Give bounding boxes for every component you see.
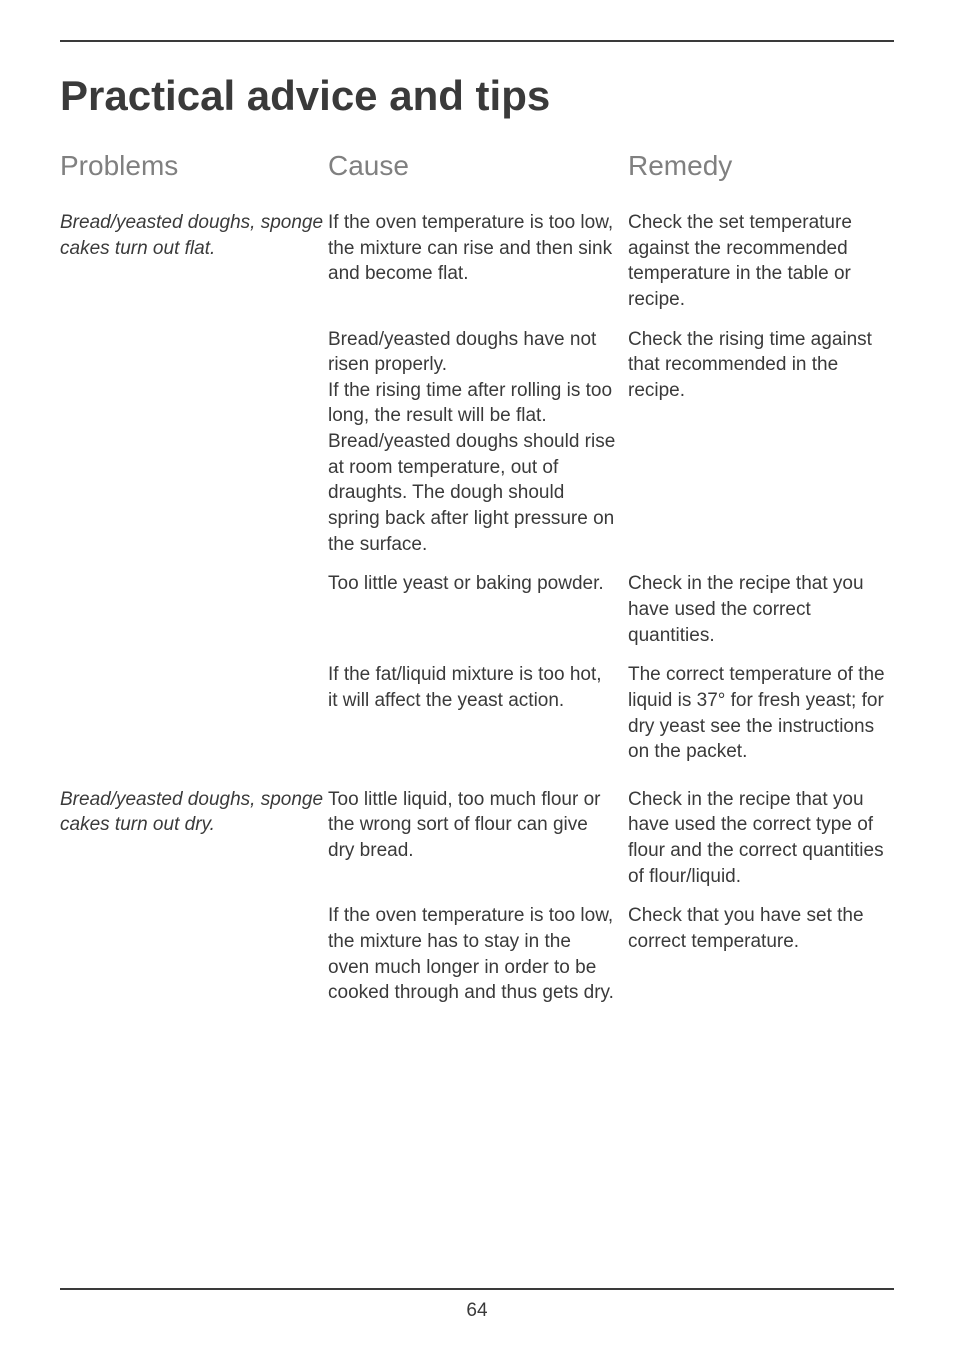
- remedy-text: Check the set temperature against the re…: [628, 210, 894, 313]
- remedy-text: Check in the recipe that you have used t…: [628, 787, 894, 890]
- remedy-text: Check the rising time against that recom…: [628, 327, 894, 558]
- problem-cell: Bread/yeasted doughs, sponge cakes turn …: [60, 787, 328, 1020]
- cause-text: If the fat/liquid mixture is too hot, it…: [328, 662, 628, 765]
- problem-text: Bread/yeasted doughs, sponge cakes turn …: [60, 787, 328, 838]
- cause-text: If the oven temperature is too low, the …: [328, 903, 628, 1006]
- cause-text: Too little yeast or baking powder.: [328, 571, 628, 648]
- page-number: 64: [466, 1300, 487, 1321]
- column-headers: Problems Cause Remedy: [60, 150, 894, 182]
- remedy-text: Check in the recipe that you have used t…: [628, 571, 894, 648]
- cause-remedy-stack: Too little liquid, too much flour or the…: [328, 787, 894, 1020]
- header-cause: Cause: [328, 150, 628, 182]
- cause-remedy-pair: Too little yeast or baking powder.Check …: [328, 571, 894, 648]
- remedy-text: Check that you have set the correct temp…: [628, 903, 894, 1006]
- cause-remedy-pair: If the fat/liquid mixture is too hot, it…: [328, 662, 894, 765]
- cause-text: If the oven temperature is too low, the …: [328, 210, 628, 313]
- top-rule: [60, 40, 894, 42]
- remedy-text: The correct temperature of the liquid is…: [628, 662, 894, 765]
- problem-group: Bread/yeasted doughs, sponge cakes turn …: [60, 787, 894, 1020]
- cause-text: Bread/yeasted doughs have not risen prop…: [328, 327, 628, 558]
- header-remedy: Remedy: [628, 150, 894, 182]
- content-area: Practical advice and tips Problems Cause…: [60, 72, 894, 1288]
- cause-remedy-pair: If the oven temperature is too low, the …: [328, 210, 894, 313]
- cause-remedy-stack: If the oven temperature is too low, the …: [328, 210, 894, 779]
- table-body: Bread/yeasted doughs, sponge cakes turn …: [60, 210, 894, 1020]
- header-problems: Problems: [60, 150, 328, 182]
- problem-group: Bread/yeasted doughs, sponge cakes turn …: [60, 210, 894, 779]
- problem-cell: Bread/yeasted doughs, sponge cakes turn …: [60, 210, 328, 779]
- page-title: Practical advice and tips: [60, 72, 894, 120]
- page-footer: 64: [60, 1288, 894, 1322]
- cause-text: Too little liquid, too much flour or the…: [328, 787, 628, 890]
- cause-remedy-pair: Bread/yeasted doughs have not risen prop…: [328, 327, 894, 558]
- cause-remedy-pair: Too little liquid, too much flour or the…: [328, 787, 894, 890]
- cause-remedy-pair: If the oven temperature is too low, the …: [328, 903, 894, 1006]
- problem-text: Bread/yeasted doughs, sponge cakes turn …: [60, 210, 328, 261]
